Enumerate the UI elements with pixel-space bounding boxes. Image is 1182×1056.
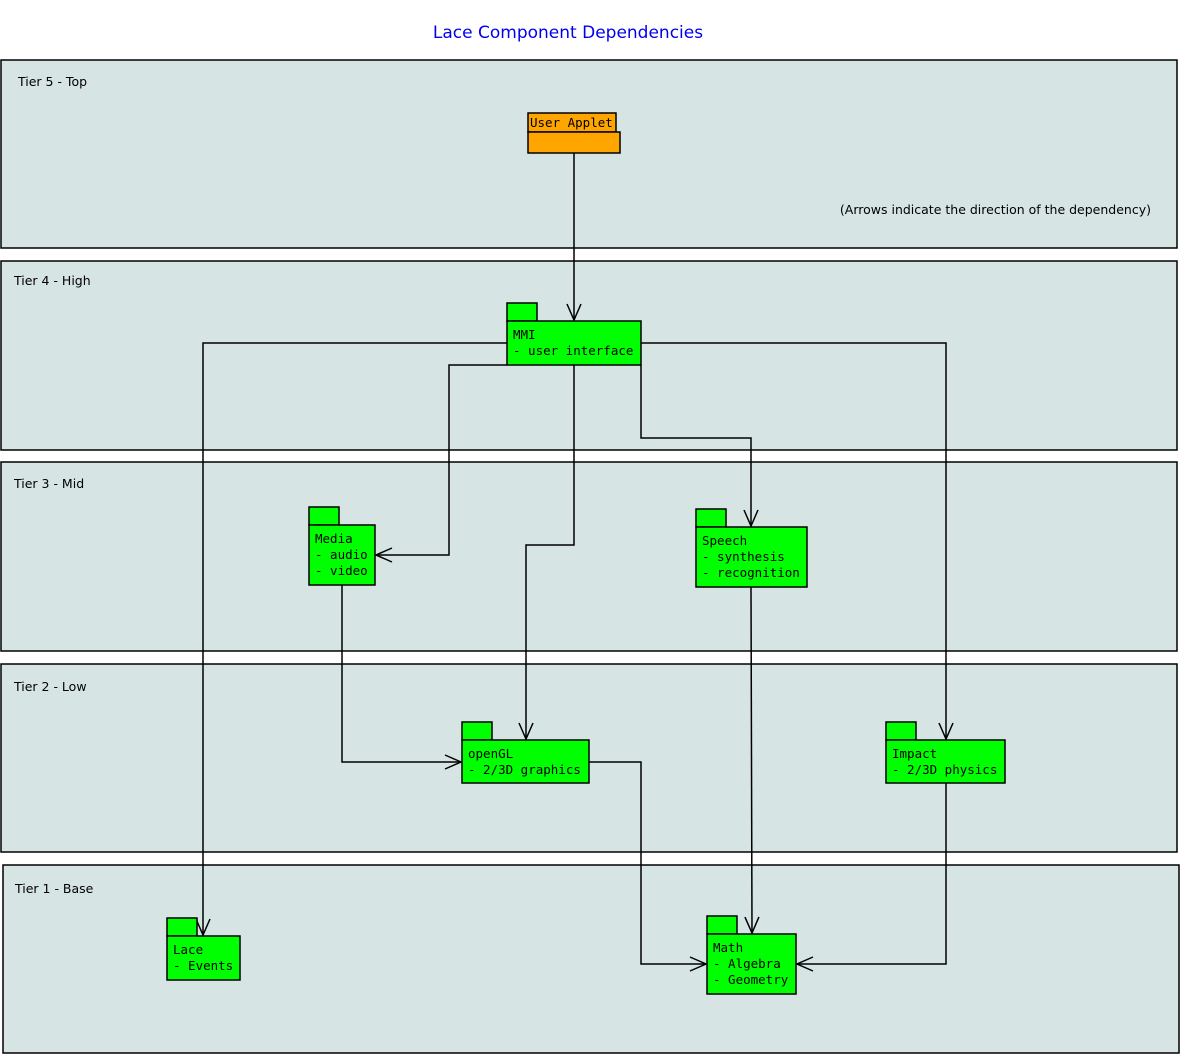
note: (Arrows indicate the direction of the de… [840,202,1151,217]
node-text: - Events [173,958,233,973]
node-tab [506,302,538,322]
tier-label: Tier 1 - Base [14,881,94,896]
nodes: User Applet MMI- user interface Media- aud… [166,112,1006,995]
node-body [695,526,808,588]
node-tab [695,508,727,528]
node-body [166,935,241,981]
edge [341,585,463,770]
title: Lace Component Dependencies [433,23,703,43]
tier-label: Tier 4 - High [13,273,91,288]
node-text: - video [315,563,368,578]
node-tab [885,721,917,741]
node-body [308,524,376,586]
node-body [506,320,642,366]
node-tab [166,917,198,937]
node-text: - Algebra [713,956,781,971]
node-tab [706,915,738,935]
node-body [461,739,590,784]
node-text: - 2/3D graphics [468,762,581,777]
node-text: Impact [892,746,937,761]
node-text: Media [315,531,353,546]
node-text: - recognition [702,565,800,580]
node-text: MMI [513,327,536,342]
edge [195,342,507,937]
node-body [885,739,1006,784]
tier [0,461,1178,652]
edge [641,342,954,741]
tier-label: Tier 3 - Mid [13,476,84,491]
edges [195,153,954,972]
node-text: Speech [702,533,747,548]
tier-label: Tier 2 - Low [13,679,87,694]
edge [640,365,759,528]
tier-label: Tier 5 - Top [17,74,87,89]
node-text: openGL [468,746,513,761]
node-body [706,933,797,995]
node-text: - audio [315,547,368,562]
tier [0,59,1178,249]
node-text: - Geometry [713,972,789,987]
node-text: - user interface [513,343,633,358]
node-text: - synthesis [702,549,785,564]
node-tab [308,506,340,526]
edge [795,783,947,972]
node-text: - 2/3D physics [892,762,997,777]
edge [374,364,507,563]
node-text: Lace [173,942,203,957]
edge [589,761,708,972]
node-body [527,131,621,154]
edge [518,365,575,741]
node-text: User Applet [530,115,613,130]
node-tab [461,721,493,741]
edge [744,586,760,935]
node-text: Math [713,940,743,955]
